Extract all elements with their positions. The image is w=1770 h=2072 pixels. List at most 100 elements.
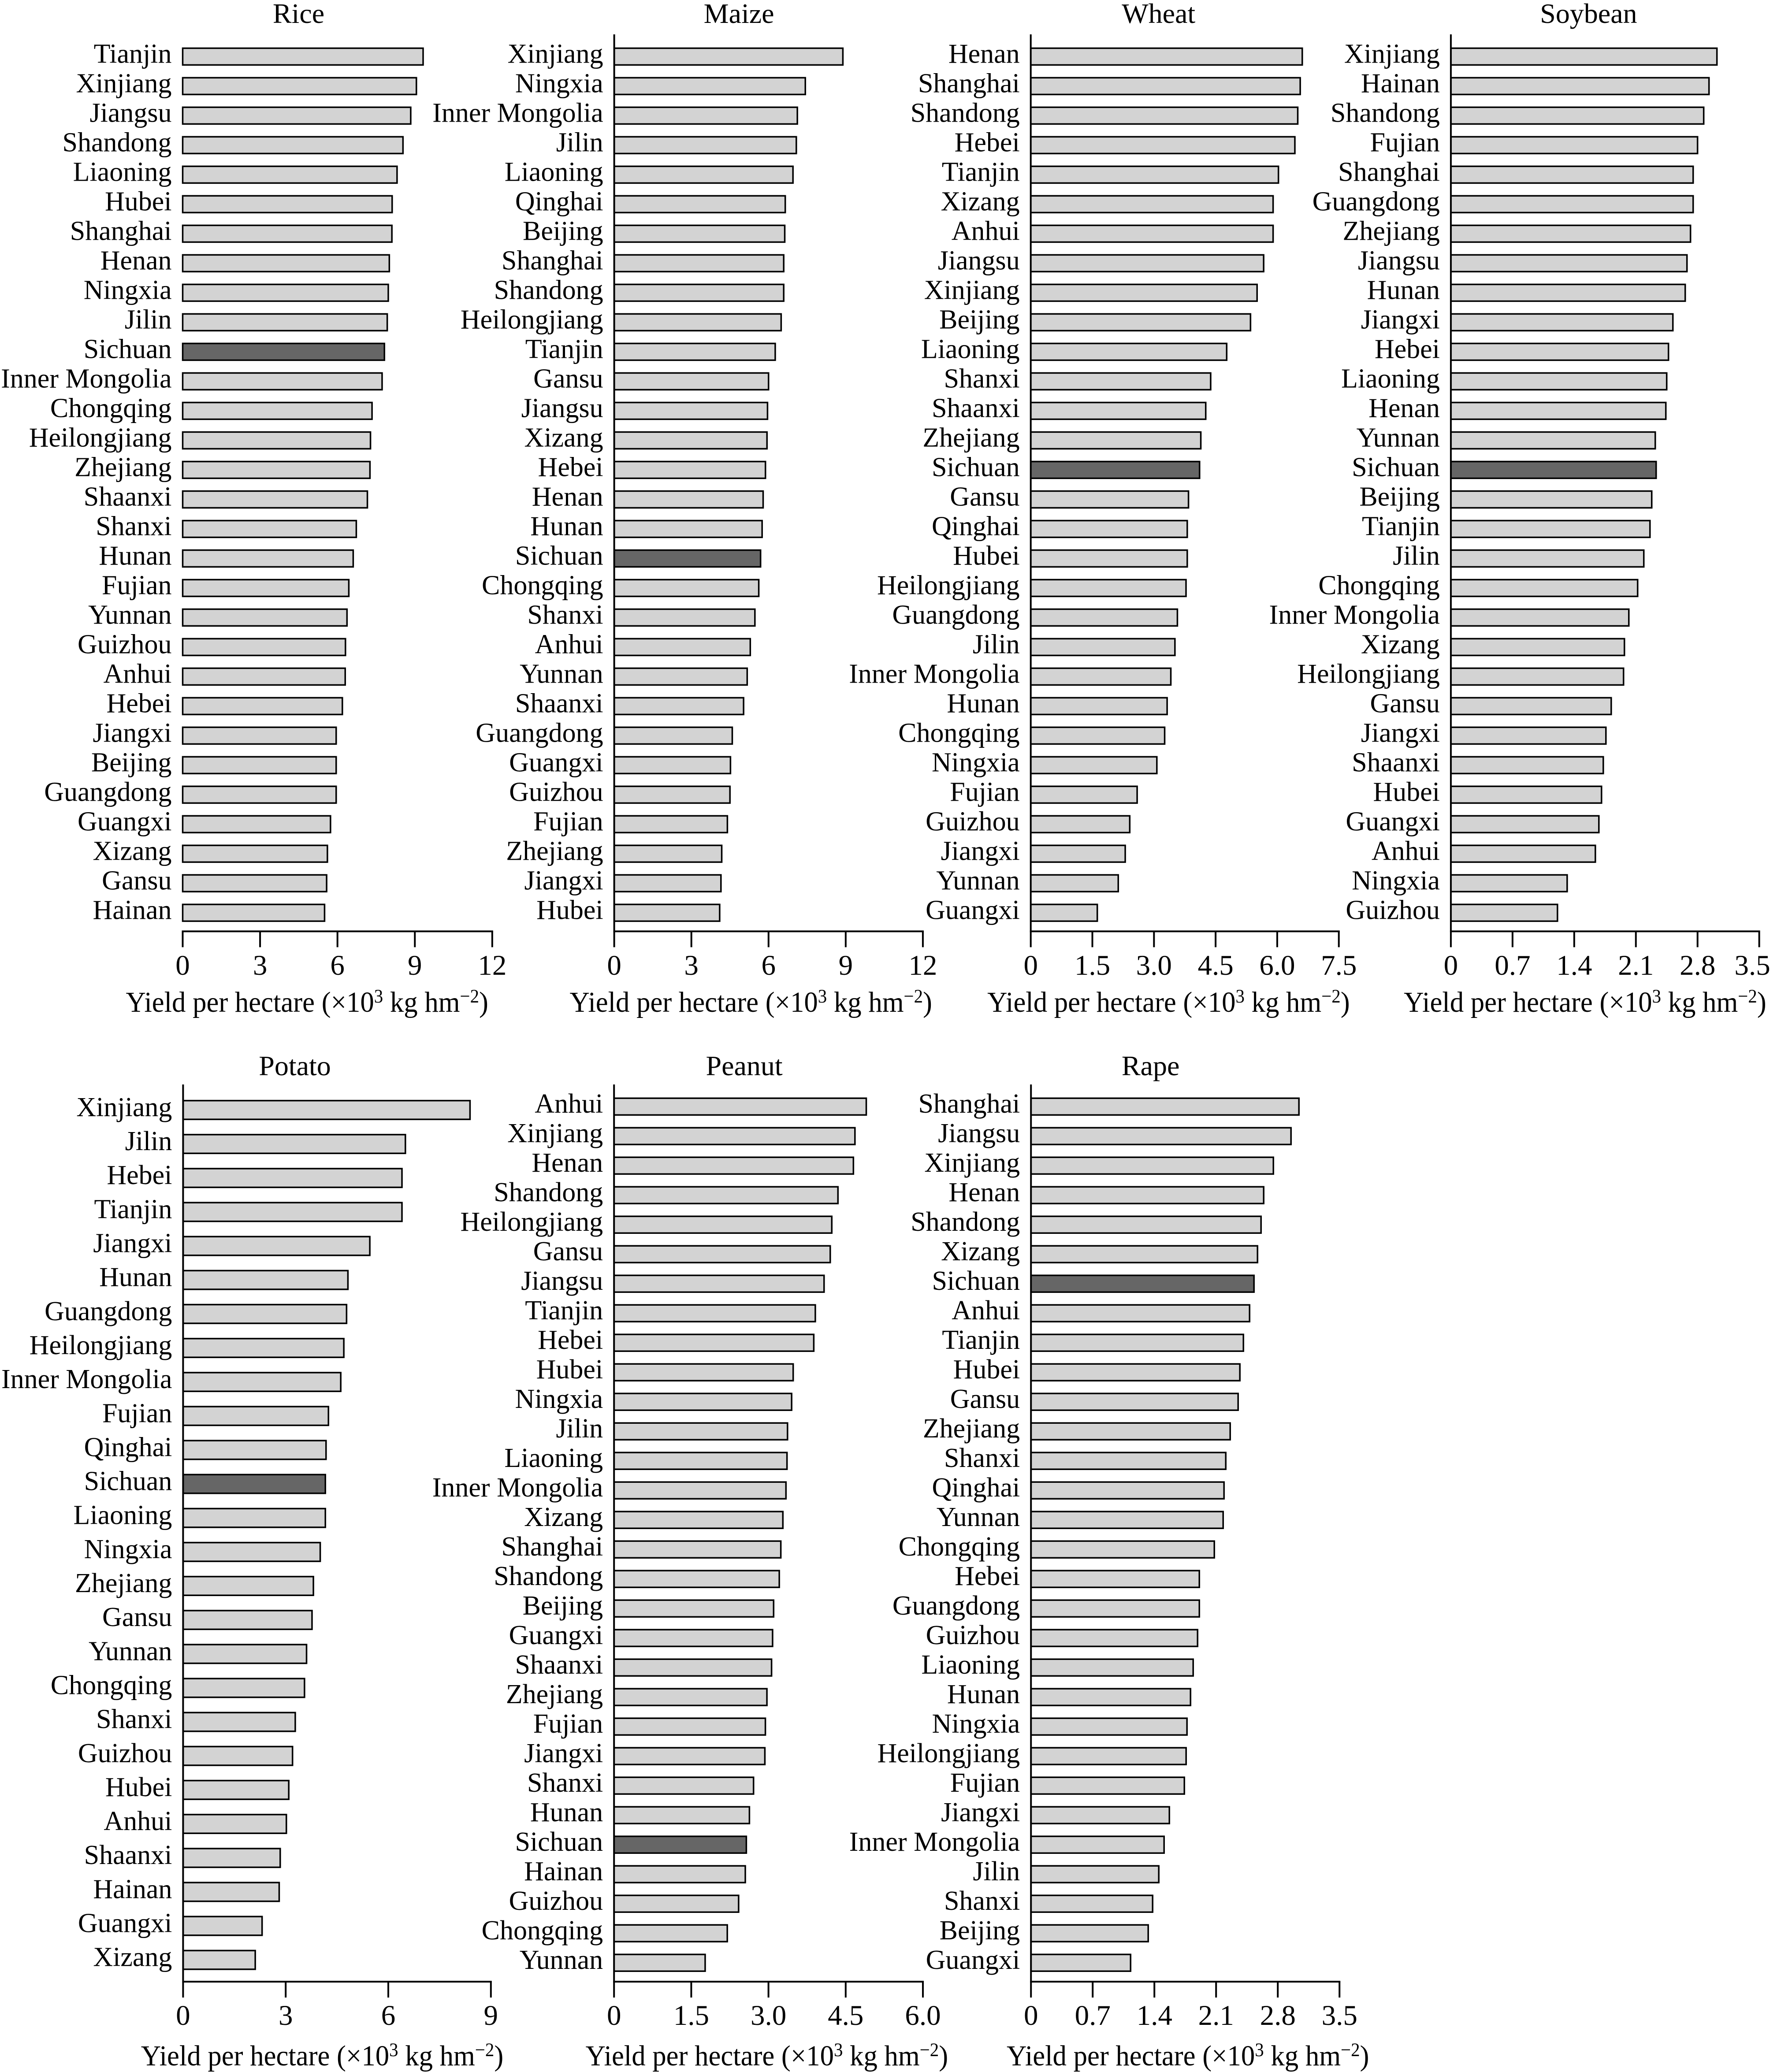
svg-text:Hubei: Hubei xyxy=(105,1772,172,1802)
svg-text:Gansu: Gansu xyxy=(533,364,603,394)
svg-text:Jilin: Jilin xyxy=(973,629,1020,659)
svg-text:1.5: 1.5 xyxy=(673,2000,709,2031)
svg-text:Hunan: Hunan xyxy=(99,1263,172,1292)
svg-text:Qinghai: Qinghai xyxy=(84,1432,172,1462)
svg-text:6.0: 6.0 xyxy=(1259,950,1295,981)
svg-text:Liaoning: Liaoning xyxy=(504,1443,603,1473)
svg-text:Guizhou: Guizhou xyxy=(509,777,603,807)
svg-text:6: 6 xyxy=(381,2000,396,2031)
svg-text:0.7: 0.7 xyxy=(1495,950,1530,981)
svg-text:Ningxia: Ningxia xyxy=(932,747,1020,777)
svg-text:Fujian: Fujian xyxy=(950,1768,1020,1798)
svg-text:Liaoning: Liaoning xyxy=(1341,364,1440,394)
svg-text:Xinjiang: Xinjiang xyxy=(507,1118,603,1148)
svg-text:Jiangsu: Jiangsu xyxy=(90,98,172,128)
svg-text:Yield per hectare (×103 kg hm−: Yield per hectare (×103 kg hm−2) xyxy=(586,2040,948,2072)
svg-text:Hainan: Hainan xyxy=(93,1874,172,1904)
svg-text:Jiangsu: Jiangsu xyxy=(521,393,603,423)
svg-text:Tianjin: Tianjin xyxy=(1362,511,1440,541)
svg-text:Shaanxi: Shaanxi xyxy=(515,1650,603,1680)
svg-text:2.8: 2.8 xyxy=(1260,2000,1296,2031)
svg-text:Yield per hectare (×103 kg hm−: Yield per hectare (×103 kg hm−2) xyxy=(1404,986,1766,1018)
svg-text:Hebei: Hebei xyxy=(107,1160,172,1190)
svg-text:Xizang: Xizang xyxy=(1361,629,1440,659)
svg-text:Anhui: Anhui xyxy=(1372,836,1440,866)
svg-text:Hebei: Hebei xyxy=(106,688,171,718)
svg-text:Gansu: Gansu xyxy=(1370,688,1439,718)
svg-text:Beijing: Beijing xyxy=(940,1916,1020,1946)
svg-text:Hubei: Hubei xyxy=(953,541,1020,571)
svg-text:2.1: 2.1 xyxy=(1198,2000,1234,2031)
svg-text:Hubei: Hubei xyxy=(105,186,172,216)
svg-text:Hunan: Hunan xyxy=(530,511,603,541)
svg-text:Hebei: Hebei xyxy=(1375,334,1440,364)
svg-text:Jilin: Jilin xyxy=(973,1857,1020,1886)
svg-text:Guangdong: Guangdong xyxy=(45,1296,172,1326)
svg-text:Liaoning: Liaoning xyxy=(73,157,172,187)
svg-text:Henan: Henan xyxy=(100,245,172,275)
svg-text:Jilin: Jilin xyxy=(125,304,172,334)
svg-text:Fujian: Fujian xyxy=(1370,127,1439,157)
svg-text:3: 3 xyxy=(684,950,699,981)
svg-text:Zhejiang: Zhejiang xyxy=(74,452,171,482)
svg-text:Yunnan: Yunnan xyxy=(937,1502,1020,1532)
svg-text:Hainan: Hainan xyxy=(524,1857,603,1886)
svg-text:0.7: 0.7 xyxy=(1075,2000,1111,2031)
svg-text:0: 0 xyxy=(1444,950,1458,981)
svg-text:1.4: 1.4 xyxy=(1556,950,1592,981)
svg-text:Fujian: Fujian xyxy=(950,777,1019,807)
svg-text:Jiangxi: Jiangxi xyxy=(93,718,171,748)
svg-text:Rape: Rape xyxy=(1122,1050,1180,1081)
svg-text:Heilongjiang: Heilongjiang xyxy=(877,570,1020,600)
svg-text:Jiangxi: Jiangxi xyxy=(1361,304,1440,334)
svg-text:Yunnan: Yunnan xyxy=(520,659,603,689)
svg-text:Xizang: Xizang xyxy=(93,836,171,866)
svg-text:Xinjiang: Xinjiang xyxy=(508,39,603,69)
svg-text:Heilongjiang: Heilongjiang xyxy=(461,304,603,334)
svg-text:Hubei: Hubei xyxy=(1373,777,1440,807)
svg-text:0: 0 xyxy=(176,2000,190,2031)
svg-text:Guizhou: Guizhou xyxy=(1346,895,1440,925)
svg-text:Jilin: Jilin xyxy=(1393,541,1440,571)
svg-text:Guangxi: Guangxi xyxy=(78,1909,172,1938)
svg-text:Jiangsu: Jiangsu xyxy=(521,1266,603,1296)
svg-text:3.5: 3.5 xyxy=(1322,2000,1357,2031)
svg-text:Tianjin: Tianjin xyxy=(942,1325,1020,1355)
svg-text:Jiangsu: Jiangsu xyxy=(938,1118,1020,1148)
svg-text:Shandong: Shandong xyxy=(911,98,1020,128)
svg-text:Wheat: Wheat xyxy=(1122,0,1195,29)
svg-text:Guizhou: Guizhou xyxy=(926,1620,1020,1650)
svg-text:Beijing: Beijing xyxy=(1359,482,1440,512)
svg-text:Shandong: Shandong xyxy=(494,1177,603,1207)
svg-text:Shanxi: Shanxi xyxy=(96,1704,172,1734)
svg-text:Yunnan: Yunnan xyxy=(89,1636,172,1666)
svg-text:Jiangxi: Jiangxi xyxy=(1361,718,1440,748)
svg-text:Inner Mongolia: Inner Mongolia xyxy=(1269,600,1439,630)
svg-text:6: 6 xyxy=(330,950,345,981)
svg-text:3.0: 3.0 xyxy=(1136,950,1172,981)
svg-text:Jiangsu: Jiangsu xyxy=(1358,245,1440,275)
svg-text:Gansu: Gansu xyxy=(102,865,171,895)
svg-text:Heilongjiang: Heilongjiang xyxy=(877,1738,1020,1768)
svg-text:Shaanxi: Shaanxi xyxy=(932,393,1020,423)
svg-text:Shanxi: Shanxi xyxy=(527,600,603,630)
svg-text:Hebei: Hebei xyxy=(538,1325,603,1355)
svg-text:Henan: Henan xyxy=(532,482,603,512)
svg-text:Shaanxi: Shaanxi xyxy=(84,1840,172,1870)
svg-text:Shanghai: Shanghai xyxy=(502,245,603,275)
svg-text:Hainan: Hainan xyxy=(93,895,171,925)
svg-text:Shanghai: Shanghai xyxy=(918,1089,1020,1119)
svg-text:Shanxi: Shanxi xyxy=(944,1886,1020,1916)
svg-text:Shanxi: Shanxi xyxy=(527,1768,603,1798)
svg-text:Inner Mongolia: Inner Mongolia xyxy=(432,98,603,128)
svg-text:6: 6 xyxy=(762,950,776,981)
svg-text:Sichuan: Sichuan xyxy=(1352,452,1440,482)
svg-text:Anhui: Anhui xyxy=(952,216,1020,246)
svg-text:Guizhou: Guizhou xyxy=(926,806,1020,836)
svg-text:Zhejiang: Zhejiang xyxy=(506,1679,603,1709)
svg-text:Yield per hectare (×103 kg hm−: Yield per hectare (×103 kg hm−2) xyxy=(141,2040,503,2072)
svg-text:0: 0 xyxy=(1023,950,1038,981)
svg-text:Chongqing: Chongqing xyxy=(899,1532,1020,1562)
svg-text:Zhejiang: Zhejiang xyxy=(75,1568,172,1598)
svg-text:4.5: 4.5 xyxy=(1197,950,1233,981)
